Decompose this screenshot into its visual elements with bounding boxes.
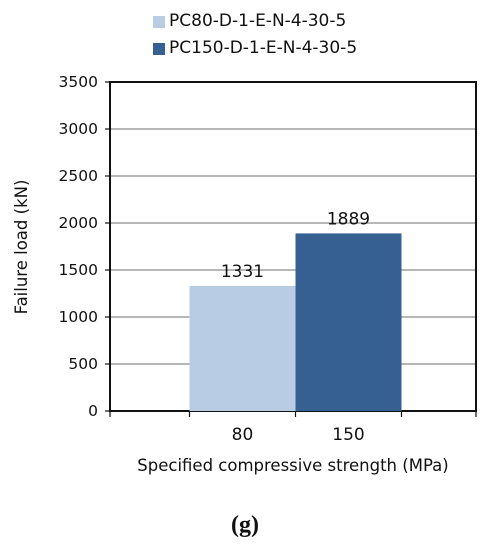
y-tick-label-3000: 3000 — [59, 120, 98, 138]
figure-caption: (g) — [231, 512, 259, 538]
y-axis-title: Failure load (kN) — [12, 180, 31, 315]
data-label-150: 1889 — [327, 209, 370, 229]
data-label-80: 1331 — [221, 262, 264, 282]
y-tick-label-2500: 2500 — [59, 167, 98, 185]
y-tick-label-3500: 3500 — [59, 73, 98, 91]
legend-swatch-pc80 — [153, 15, 165, 28]
legend-item-pc150: PC150-D-1-E-N-4-30-5 — [153, 35, 357, 62]
legend-label-pc150: PC150-D-1-E-N-4-30-5 — [169, 38, 358, 58]
y-tick-label-1500: 1500 — [59, 261, 98, 279]
y-tick-label-2000: 2000 — [59, 214, 98, 232]
x-tick-label-80: 80 — [232, 425, 254, 445]
x-tick-label-150: 150 — [332, 425, 364, 445]
y-tick-label-0: 0 — [88, 402, 98, 420]
legend-label-pc80: PC80-D-1-E-N-4-30-5 — [169, 11, 347, 31]
bar-150 — [295, 233, 402, 411]
y-tick-label-500: 500 — [68, 355, 98, 373]
bar-80 — [189, 285, 296, 411]
legend-item-pc80: PC80-D-1-E-N-4-30-5 — [153, 8, 357, 35]
legend-swatch-pc150 — [153, 42, 165, 55]
legend: PC80-D-1-E-N-4-30-5 PC150-D-1-E-N-4-30-5 — [153, 8, 357, 62]
x-axis-title: Specified compressive strength (MPa) — [137, 456, 448, 475]
y-tick-label-1000: 1000 — [59, 308, 98, 326]
